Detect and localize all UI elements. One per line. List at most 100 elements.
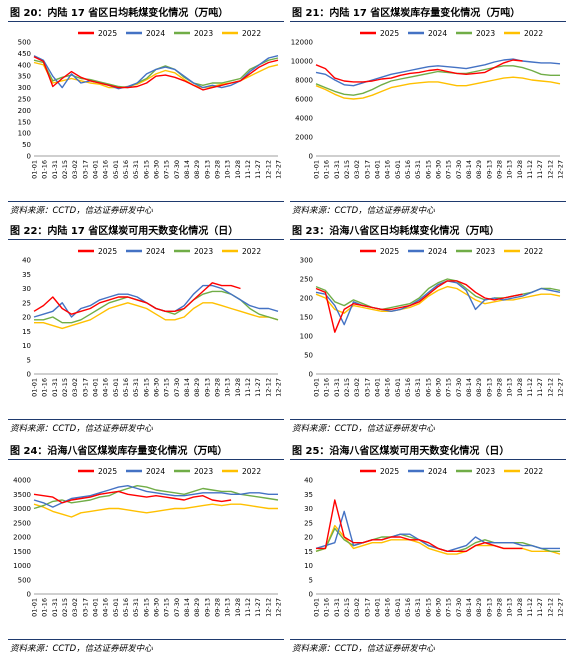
panel-coastal-available-days: 图 25：沿海八省区煤炭可用天数变化情况（日） 2025 2024 2023 2022… — [290, 440, 568, 662]
x-tick-label: 12-12 — [264, 160, 272, 179]
y-tick-label: 150 — [18, 118, 31, 126]
x-tick-label: 01-01 — [31, 598, 39, 617]
y-tick-label: 3500 — [13, 491, 31, 499]
y-tick-label: 0 — [27, 371, 31, 379]
y-tick-label: 40 — [304, 477, 313, 485]
x-tick-label: 05-31 — [132, 160, 140, 179]
legend: 2025 2024 2023 2022 — [360, 29, 543, 38]
y-tick-label: 40 — [22, 257, 31, 265]
series-line-2024 — [315, 280, 561, 326]
x-tick-label: 05-16 — [122, 598, 130, 617]
x-tick-label: 03-17 — [81, 378, 89, 397]
x-tick-label: 01-16 — [323, 160, 331, 179]
legend-label-2024: 2024 — [428, 467, 447, 476]
legend-label-2023: 2023 — [476, 29, 495, 38]
series-line-2025 — [315, 59, 523, 83]
y-tick-label: 250 — [300, 276, 313, 284]
legend-label-2024: 2024 — [146, 467, 165, 476]
x-tick-label: 08-29 — [193, 378, 201, 397]
x-tick-label: 05-16 — [404, 160, 412, 179]
y-tick-label: 100 — [18, 130, 31, 138]
legend-label-2024: 2024 — [428, 247, 447, 256]
y-tick-label: 15 — [22, 328, 31, 336]
x-tick-label: 06-15 — [142, 378, 150, 397]
x-tick-label: 08-14 — [183, 378, 191, 397]
source-note: 资料来源：CCTD，信达证券研发中心 — [292, 644, 435, 654]
legend-label-2022: 2022 — [242, 467, 261, 476]
x-tick-label: 06-30 — [153, 598, 161, 617]
y-tick-label: 150 — [300, 314, 313, 322]
x-tick-label: 11-27 — [254, 598, 262, 617]
legend-label-2025: 2025 — [380, 467, 399, 476]
x-tick-label: 06-30 — [435, 598, 443, 617]
x-tick-label: 07-15 — [163, 598, 171, 617]
legend-label-2022: 2022 — [524, 29, 543, 38]
x-tick-label: 08-14 — [183, 598, 191, 617]
series-line-2025 — [33, 282, 241, 315]
x-tick-label: 06-30 — [435, 378, 443, 397]
source-rule — [8, 639, 284, 640]
y-tick-label: 4000 — [13, 477, 31, 485]
x-tick-label: 05-01 — [112, 378, 120, 397]
legend-label-2025: 2025 — [380, 247, 399, 256]
line-chart: 2025 2024 2023 2022 0 2000 4000 6000 8000 10000 12… — [291, 29, 565, 179]
x-tick-label: 11-27 — [254, 160, 262, 179]
x-tick-label: 09-28 — [496, 598, 504, 617]
x-tick-label: 03-02 — [353, 378, 361, 397]
x-tick-label: 07-15 — [445, 598, 453, 617]
x-tick-label: 05-31 — [414, 160, 422, 179]
panel-inland-daily-consumption: 图 20：内陆 17 省区日均耗煤变化情况（万吨） 2025 2024 2023 20… — [8, 2, 288, 224]
x-tick-label: 09-13 — [203, 378, 211, 397]
x-tick-label: 09-28 — [214, 378, 222, 397]
x-tick-label: 10-13 — [506, 378, 514, 397]
legend-label-2023: 2023 — [194, 247, 213, 256]
legend-label-2023: 2023 — [476, 467, 495, 476]
title-rule — [290, 21, 566, 22]
y-tick-label: 200 — [18, 107, 31, 115]
x-tick-label: 03-02 — [71, 160, 79, 179]
x-tick-label: 12-12 — [546, 160, 554, 179]
y-tick-label: 6000 — [295, 96, 313, 104]
x-tick-label: 11-27 — [536, 598, 544, 617]
source-rule — [290, 419, 566, 420]
y-tick-label: 20 — [304, 534, 313, 542]
x-tick-label: 01-31 — [333, 598, 341, 617]
title-rule — [8, 239, 284, 240]
x-tick-label: 09-28 — [214, 598, 222, 617]
y-tick-label: 300 — [300, 257, 313, 265]
title-rule — [290, 459, 566, 460]
x-tick-label: 12-12 — [264, 598, 272, 617]
x-tick-label: 03-02 — [71, 378, 79, 397]
x-tick-label: 12-12 — [546, 378, 554, 397]
x-tick-label: 02-15 — [343, 160, 351, 179]
source-note: 资料来源：CCTD，信达证券研发中心 — [292, 206, 435, 216]
x-tick-label: 08-29 — [193, 160, 201, 179]
legend-label-2025: 2025 — [98, 467, 117, 476]
y-tick-label: 300 — [18, 84, 31, 92]
x-tick-label: 11-27 — [254, 378, 262, 397]
y-tick-label: 350 — [18, 73, 31, 81]
x-tick-label: 04-01 — [374, 378, 382, 397]
x-tick-label: 10-13 — [224, 378, 232, 397]
figure-title: 图 24：沿海八省区煤炭库存量变化情况（万吨） — [10, 446, 228, 456]
x-tick-label: 02-15 — [61, 160, 69, 179]
x-tick-label: 01-16 — [323, 598, 331, 617]
series-line-2025 — [316, 499, 523, 553]
x-tick-label: 10-28 — [516, 378, 524, 397]
x-tick-label: 09-13 — [485, 160, 493, 179]
x-tick-label: 04-01 — [374, 160, 382, 179]
source-rule — [8, 201, 284, 202]
y-tick-label: 2000 — [13, 534, 31, 542]
x-tick-label: 04-16 — [384, 378, 392, 397]
x-tick-label: 05-31 — [132, 598, 140, 617]
series-line-2024 — [33, 485, 278, 508]
source-note: 资料来源：CCTD，信达证券研发中心 — [292, 424, 435, 434]
x-tick-label: 11-12 — [244, 598, 252, 617]
y-tick-label: 35 — [22, 271, 31, 279]
y-tick-label: 3000 — [13, 505, 31, 513]
x-tick-label: 01-01 — [313, 598, 321, 617]
source-note: 资料来源：CCTD，信达证券研发中心 — [10, 206, 153, 216]
x-tick-label: 01-16 — [41, 378, 49, 397]
figure-title: 图 23：沿海八省区日均耗煤变化情况（万吨） — [292, 226, 500, 236]
x-tick-label: 03-02 — [353, 160, 361, 179]
